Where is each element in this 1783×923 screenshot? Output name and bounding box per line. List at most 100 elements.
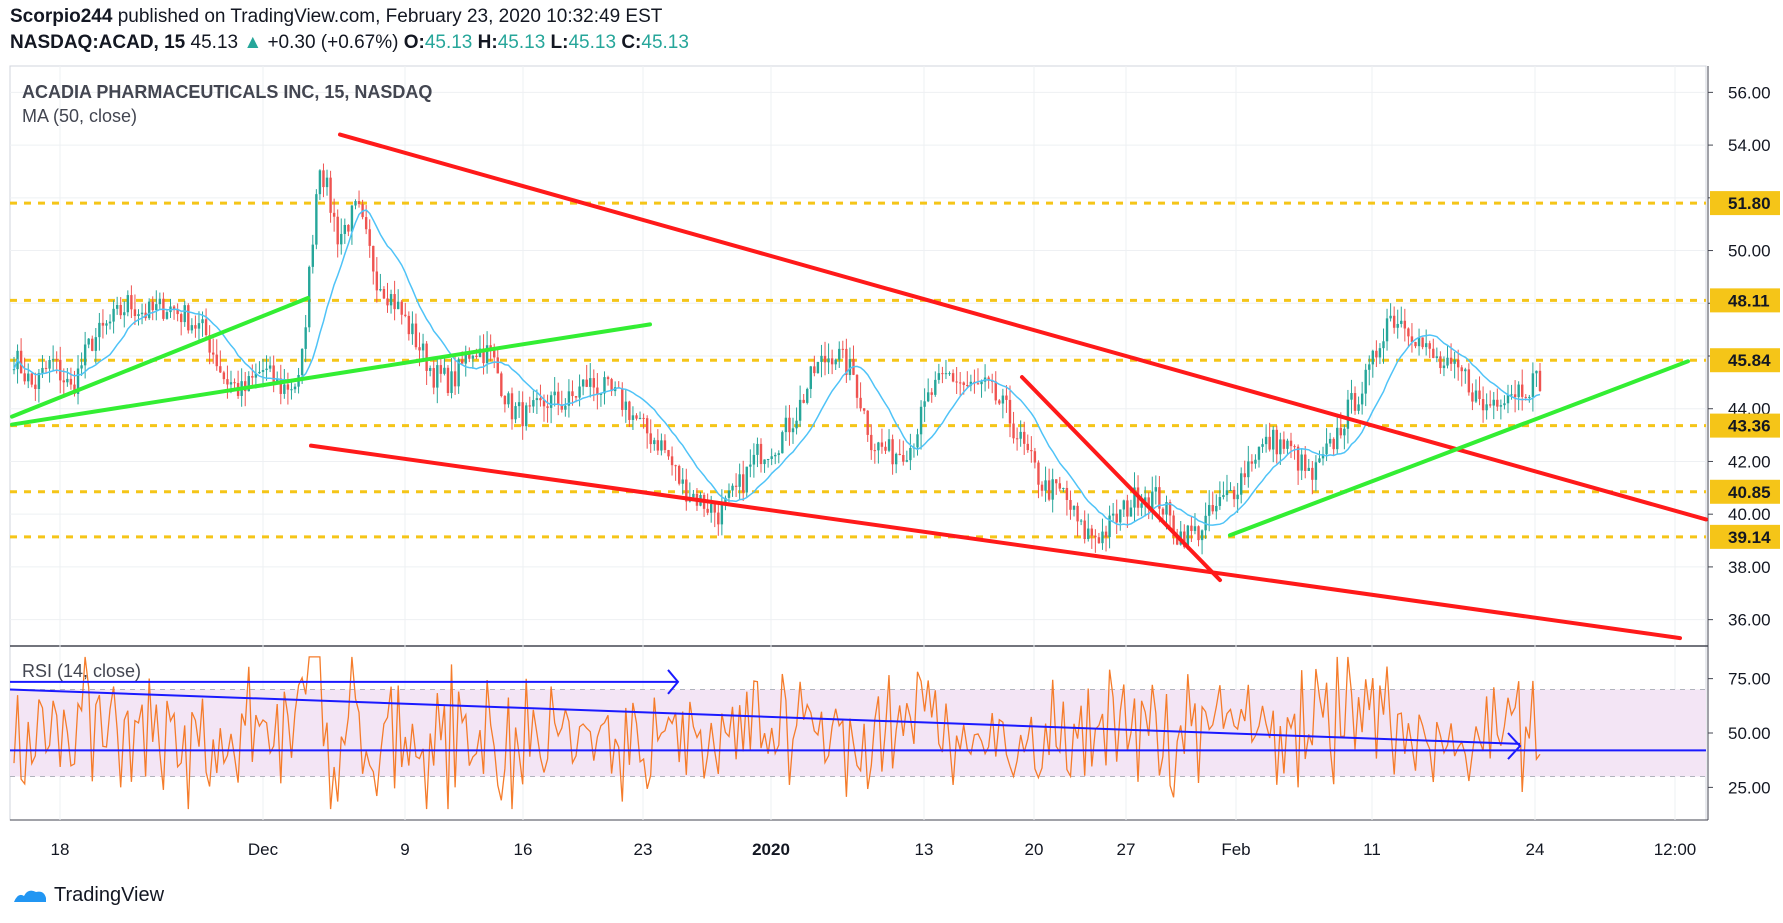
candle-body	[411, 323, 414, 335]
candle-body	[877, 442, 880, 451]
candle-body	[1471, 392, 1474, 402]
candle-body	[546, 406, 549, 408]
candle-body	[66, 378, 69, 383]
candle-body	[140, 312, 144, 315]
candle-body	[62, 380, 65, 383]
candle-body	[304, 327, 307, 349]
candle-body	[1364, 369, 1367, 394]
candle-body	[1051, 479, 1054, 500]
candle-body	[1517, 384, 1520, 398]
candle-body	[457, 359, 460, 387]
candle-body	[1385, 318, 1389, 342]
candle-body	[802, 399, 805, 403]
early-uptrend-line	[10, 296, 310, 419]
candle-body	[766, 458, 770, 460]
candle-body	[318, 170, 322, 195]
candle-body	[1407, 328, 1410, 337]
candle-body	[201, 319, 204, 324]
candle-body	[332, 212, 336, 217]
candle-body	[1172, 515, 1175, 537]
candle-body	[596, 387, 599, 395]
footer-brand[interactable]: TradingView	[12, 884, 164, 907]
candle-body	[1428, 343, 1431, 349]
candle-body	[453, 371, 457, 387]
candle-body	[496, 357, 499, 374]
candle-body	[1154, 487, 1158, 492]
candle-body	[685, 479, 688, 502]
candle-body	[133, 309, 137, 317]
candle-body	[862, 408, 866, 411]
candle-body	[1453, 359, 1456, 364]
rsi-top-arrow-head	[667, 669, 680, 695]
publisher-name[interactable]: Scorpio244	[10, 6, 113, 27]
candle-body	[1147, 497, 1150, 509]
candle-body	[1496, 399, 1499, 407]
x-tick-label: 16	[514, 840, 533, 859]
candle-body	[517, 402, 521, 407]
candle-body	[923, 401, 926, 407]
candle-body	[1510, 394, 1513, 396]
candle-body	[158, 298, 162, 305]
candle-body	[1286, 440, 1289, 449]
level-badge	[1710, 413, 1780, 438]
candle-body	[1442, 365, 1446, 369]
candle-body	[268, 365, 272, 369]
candle-body	[756, 443, 759, 455]
candle-body	[909, 447, 912, 461]
candle-body	[1403, 320, 1407, 329]
candle-body	[1218, 497, 1222, 506]
candle-body	[1065, 487, 1069, 500]
candle-body	[1304, 454, 1307, 471]
candle-body	[179, 314, 183, 323]
candle-body	[727, 490, 731, 498]
candle-body	[692, 493, 695, 498]
x-tick-label: 23	[634, 840, 653, 859]
candle-body	[286, 384, 290, 390]
candle-body	[720, 504, 724, 525]
candle-body	[603, 377, 606, 394]
candle-body	[1165, 502, 1168, 515]
candle-body	[795, 420, 798, 429]
candle-body	[866, 410, 869, 435]
candle-body	[83, 344, 87, 366]
candle-body	[261, 370, 265, 372]
candle-body	[87, 338, 90, 345]
candle-body	[1307, 467, 1310, 471]
candle-body	[130, 295, 133, 310]
rsi-falling-line	[9, 688, 1521, 745]
candle-body	[1400, 320, 1403, 324]
candle-body	[108, 321, 112, 324]
chart-title: ACADIA PHARMACEUTICALS INC, 15, NASDAQ	[22, 82, 432, 102]
candle-body	[30, 373, 33, 385]
footer-brand-label: TradingView	[54, 884, 165, 906]
candle-body	[1133, 487, 1136, 508]
candle-body	[1421, 337, 1424, 348]
candle-body	[994, 381, 997, 401]
y-tick-label: 36.00	[1728, 611, 1771, 630]
candle-body	[1289, 440, 1293, 447]
high-value: 45.13	[497, 32, 546, 53]
candle-body	[816, 361, 820, 374]
candle-body	[1072, 505, 1076, 510]
candle-body	[934, 379, 937, 395]
candle-body	[464, 354, 467, 364]
candle-body	[1481, 399, 1485, 411]
candle-body	[1037, 462, 1040, 485]
level-badge	[1710, 191, 1780, 216]
candle-body	[592, 378, 596, 388]
candle-body	[69, 378, 73, 385]
candle-body	[471, 355, 475, 359]
candle-body	[1040, 484, 1044, 491]
level-label: 51.80	[1728, 194, 1771, 213]
candle-body	[624, 401, 628, 410]
candle-body	[219, 366, 222, 373]
candle-body	[1111, 513, 1115, 516]
candle-body	[226, 379, 229, 385]
candle-body	[19, 350, 23, 374]
up-arrow-icon: ▲	[243, 32, 263, 53]
candle-body	[1432, 348, 1435, 358]
candle-body	[1225, 490, 1229, 496]
candles-group	[12, 163, 1542, 555]
x-tick-label: 9	[400, 840, 409, 859]
